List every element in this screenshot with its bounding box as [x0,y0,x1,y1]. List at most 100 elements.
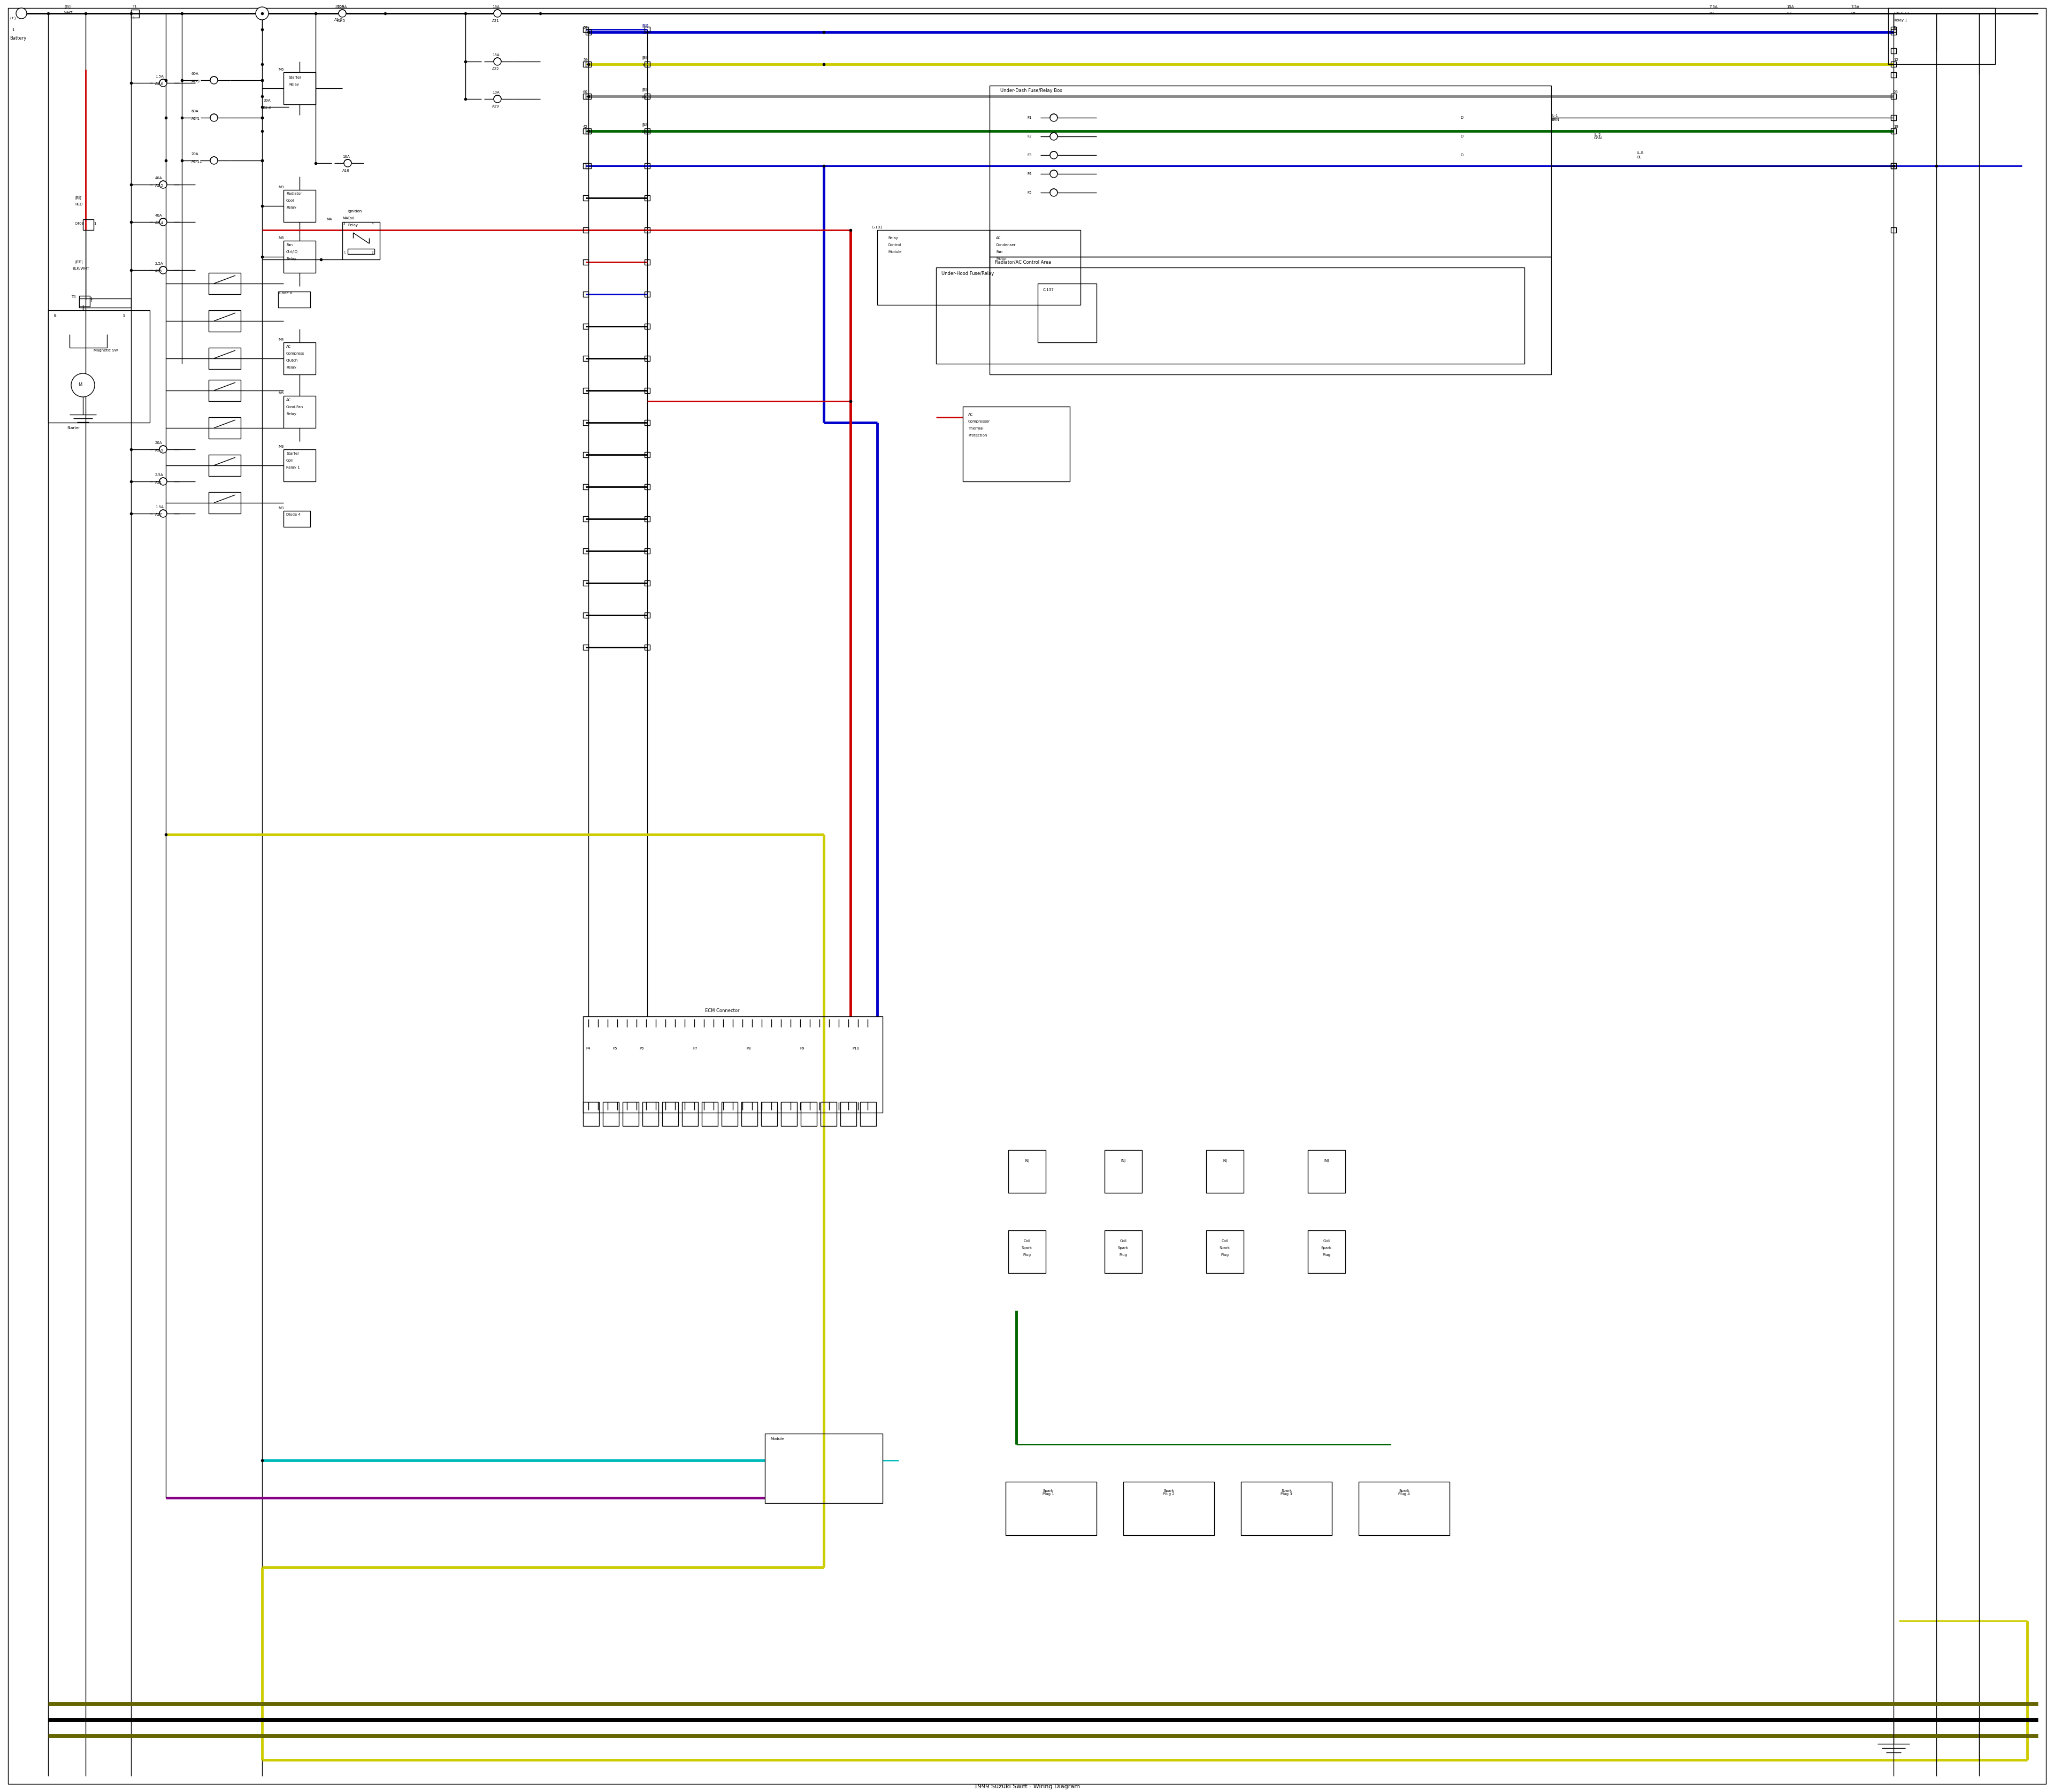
Bar [1006,1482,1097,1536]
Bar [583,27,587,32]
Text: Code B: Code B [279,292,292,294]
Bar [781,1102,797,1125]
Bar [1124,1482,1214,1536]
Text: 30A: 30A [263,99,271,102]
Text: Relay: Relay [286,258,296,260]
Bar [47,310,150,423]
Text: 59: 59 [583,27,587,29]
Text: [EI]: [EI] [64,5,70,9]
Text: F1: F1 [1027,116,1031,120]
Text: 100A: 100A [335,5,345,7]
Circle shape [160,446,166,453]
Text: 40A: 40A [156,177,162,179]
Text: A1-5: A1-5 [337,20,345,23]
Text: 19: 19 [1894,125,1898,129]
Text: M9: M9 [277,186,283,188]
Circle shape [493,57,501,65]
Text: 60A: 60A [191,109,199,113]
Bar [1892,115,1896,120]
Text: Spark: Spark [1321,1247,1331,1249]
Text: Relay: Relay [286,206,296,210]
Text: Compressor: Compressor [967,419,990,423]
Text: P10: P10 [852,1047,859,1050]
Text: A25: A25 [156,269,162,272]
Text: B: B [53,314,55,317]
Text: P5: P5 [612,1047,618,1050]
Bar [585,129,592,134]
Text: Starter: Starter [68,426,80,430]
Bar [583,387,587,392]
Text: [EJ]: [EJ] [74,195,82,199]
Bar [645,195,649,201]
Text: M4: M4 [343,217,347,220]
Text: Spark
Plug 2: Spark Plug 2 [1163,1489,1175,1496]
Text: INJ: INJ [1121,1159,1126,1163]
Bar [877,229,990,305]
Text: M4: M4 [277,339,283,340]
Text: Battery: Battery [10,36,27,41]
Text: Coil: Coil [1023,1240,1031,1242]
Text: 7.5A: 7.5A [1709,5,1717,9]
Text: M8: M8 [277,237,283,240]
Text: Coil: Coil [347,217,355,220]
Text: Relay: Relay [286,412,296,416]
Text: 100A: 100A [337,5,347,9]
Text: Starter: Starter [290,75,302,79]
Bar [1892,129,1896,134]
Bar [1009,1150,1045,1193]
Bar [1892,48,1896,54]
Text: 60: 60 [583,90,587,93]
Text: BLK/WHT: BLK/WHT [72,267,88,271]
Text: Coil: Coil [1119,1240,1128,1242]
Bar [661,1102,678,1125]
Bar [210,272,240,294]
Bar [283,511,310,527]
Text: A1-5: A1-5 [156,185,164,186]
Bar [645,324,649,330]
Text: S: S [123,314,125,317]
Bar [645,61,649,66]
Bar [990,86,1551,256]
Bar [283,240,316,272]
Bar [840,1102,857,1125]
Text: A1-6: A1-6 [263,106,271,109]
Bar [645,228,649,233]
Text: 60A: 60A [191,72,199,75]
Text: INJ: INJ [1222,1159,1228,1163]
Bar [583,228,587,233]
Circle shape [210,156,218,165]
Text: 12: 12 [1894,59,1898,61]
Text: F4: F4 [1027,172,1031,176]
Text: 15A: 15A [1787,5,1793,9]
Text: Under-Dash Fuse/Relay Box: Under-Dash Fuse/Relay Box [1000,88,1062,93]
Bar [82,219,94,229]
Bar [861,1102,877,1125]
Text: AC: AC [286,398,292,401]
Text: BLU: BLU [641,32,649,34]
Bar [585,163,592,168]
Circle shape [339,9,345,18]
Text: 1: 1 [90,299,92,303]
Text: ECM Connector: ECM Connector [705,1009,739,1014]
Bar [1892,93,1896,99]
Bar [682,1102,698,1125]
Bar [585,29,592,34]
Text: A29: A29 [493,106,499,108]
Bar [1105,1231,1142,1272]
Text: Spark
Plug 4: Spark Plug 4 [1399,1489,1409,1496]
Bar [1241,1482,1331,1536]
Text: [EE]: [EE] [74,260,82,263]
Text: [EJ]: [EJ] [641,124,649,127]
Text: Relay: Relay [290,82,300,86]
Text: 1: 1 [12,29,14,32]
Text: Clutch: Clutch [286,358,298,362]
Circle shape [160,478,166,486]
Text: Ctrl/IO: Ctrl/IO [286,251,298,253]
Text: 16A: 16A [343,156,349,158]
Text: Cool: Cool [286,199,294,202]
Text: Relay: Relay [286,366,296,369]
Bar [583,260,587,265]
Bar [721,1102,737,1125]
Text: Fan: Fan [996,251,1002,253]
Bar [210,455,240,477]
